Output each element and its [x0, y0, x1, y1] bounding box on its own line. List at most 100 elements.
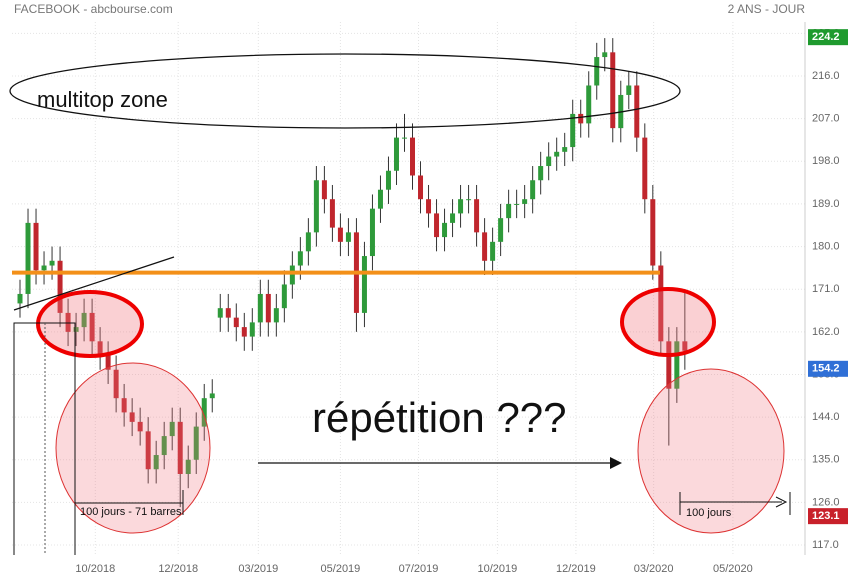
candle-body [89, 312, 95, 342]
candle-body [193, 426, 199, 460]
candle-body [209, 393, 215, 399]
candle-body [273, 308, 279, 323]
candle-body [578, 113, 584, 124]
arrow-head [610, 457, 622, 469]
candle-body [225, 308, 231, 318]
candle-body [674, 341, 680, 389]
ellipse [9, 53, 681, 129]
price-marker [808, 29, 848, 46]
candle-body [361, 256, 367, 313]
candle-body [442, 222, 448, 238]
candle-body [73, 327, 79, 332]
candle-body [177, 421, 183, 474]
ellipse [620, 287, 716, 357]
x-tick-label: 07/2019 [399, 563, 439, 575]
candle-body [25, 222, 31, 294]
candle-body [337, 227, 343, 242]
candle-body [426, 199, 432, 214]
candle-body [217, 308, 223, 318]
y-tick-label: 180.0 [812, 240, 840, 252]
candle-body [682, 341, 688, 351]
price-marker-label: 224.2 [812, 31, 840, 43]
candle-body [345, 232, 351, 242]
x-tick-label: 05/2020 [713, 563, 753, 575]
candle-body [377, 189, 383, 209]
candle-body [538, 166, 544, 181]
ellipse [36, 290, 144, 358]
candle-body [129, 412, 135, 422]
candle-body [562, 147, 568, 152]
candle-body [161, 436, 167, 456]
candle-body [145, 431, 151, 470]
candle-body [393, 137, 399, 171]
candle-body [506, 203, 512, 219]
price-marker-label: 123.1 [812, 510, 840, 522]
candle-body [201, 398, 207, 427]
candle-body [666, 341, 672, 389]
candle-body [257, 293, 263, 323]
candle-body [650, 199, 656, 266]
y-tick-label: 198.0 [812, 155, 840, 167]
candle-body [249, 322, 255, 337]
circle [55, 362, 211, 534]
candle-body [514, 203, 520, 205]
y-tick-label: 162.0 [812, 326, 840, 338]
chart-subtitle: 2 ANS - JOUR [728, 2, 806, 16]
candle-body [458, 199, 464, 214]
y-tick-label: 126.0 [812, 496, 840, 508]
candle-body [297, 251, 303, 266]
annotation: 100 jours [686, 507, 732, 519]
candle-body [626, 85, 632, 95]
trend-line [13, 256, 175, 311]
candle-body [369, 208, 375, 257]
candle-body [17, 293, 23, 304]
y-tick-label: 135.0 [812, 454, 840, 466]
candle-body [401, 137, 407, 139]
candle-body [113, 369, 119, 399]
candle-body [658, 265, 664, 342]
candle-body [642, 137, 648, 200]
y-tick-label: 216.0 [812, 70, 840, 82]
x-tick-label: 03/2019 [238, 563, 278, 575]
x-tick-label: 12/2018 [158, 563, 198, 575]
candle-body [594, 57, 600, 86]
candle-body [305, 232, 311, 252]
price-markers: 224.2 154.2 123.1 [808, 29, 848, 525]
candle-body [105, 355, 111, 370]
candle-body [610, 52, 616, 129]
candle-body [450, 213, 456, 223]
candle-body [57, 260, 63, 313]
candle-body [289, 265, 295, 285]
candle-body [418, 175, 424, 200]
candle-body [634, 85, 640, 138]
x-tick-label: 03/2020 [634, 563, 674, 575]
candle-body [241, 327, 247, 337]
annotation-shapes [9, 53, 791, 555]
candle-body [586, 85, 592, 124]
price-marker [808, 360, 848, 377]
candle-body [498, 218, 504, 242]
candle-body [65, 312, 71, 332]
candle-body [530, 180, 536, 200]
candle-body [121, 398, 127, 413]
candle-body [385, 170, 391, 190]
candle-body [265, 293, 271, 323]
circle [637, 368, 785, 534]
price-marker-label: 154.2 [812, 363, 840, 375]
annotation: multitop zone [37, 87, 168, 112]
candle-body [329, 199, 335, 228]
y-tick-label: 144.0 [812, 411, 840, 423]
price-marker [808, 508, 848, 525]
x-tick-label: 10/2019 [478, 563, 518, 575]
candle-body [97, 341, 103, 356]
x-tick-label: 05/2019 [321, 563, 361, 575]
candle-body [466, 199, 472, 201]
candle-body [233, 317, 239, 328]
candle-body [546, 156, 552, 167]
candle-body [33, 222, 39, 271]
candles [12, 38, 688, 508]
y-tick-label: 171.0 [812, 283, 840, 295]
candle-body [169, 421, 175, 437]
